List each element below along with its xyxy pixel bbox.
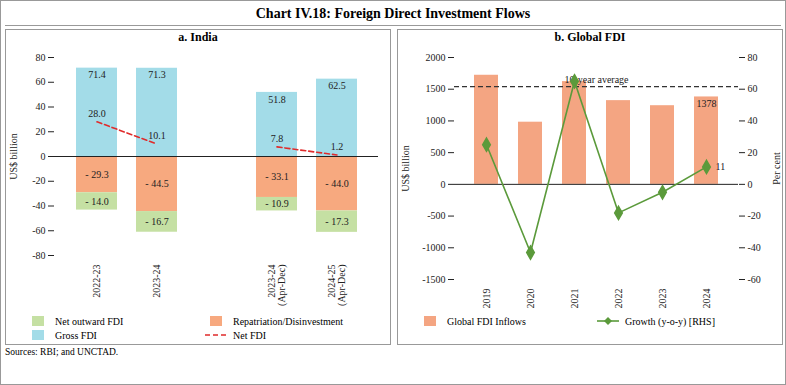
svg-text:10-year average: 10-year average bbox=[564, 73, 629, 85]
svg-text:80: 80 bbox=[36, 52, 46, 63]
svg-text:- 16.7: - 16.7 bbox=[145, 216, 168, 227]
svg-text:2022: 2022 bbox=[613, 289, 624, 309]
html-text:Repatriation/Disinvestment: Repatriation/Disinvestment bbox=[233, 315, 343, 327]
html-text:a. India: a. India bbox=[178, 30, 218, 44]
svg-text:-40: -40 bbox=[748, 242, 761, 253]
svg-text:2023-24(Apr-Dec): 2023-24(Apr-Dec) bbox=[266, 265, 288, 306]
svg-text:60: 60 bbox=[748, 83, 758, 94]
html-text:Net FDI: Net FDI bbox=[233, 329, 267, 341]
svg-text:2023-24: 2023-24 bbox=[151, 265, 162, 298]
svg-text:62.5: 62.5 bbox=[328, 80, 346, 91]
svg-text:80: 80 bbox=[748, 52, 758, 63]
svg-text:1000: 1000 bbox=[426, 115, 446, 126]
svg-text:US$ billion: US$ billion bbox=[8, 133, 19, 179]
svg-text:7.8: 7.8 bbox=[271, 133, 284, 144]
svg-text:-60: -60 bbox=[32, 225, 45, 236]
svg-text:- 44.0: - 44.0 bbox=[325, 178, 348, 189]
svg-text:2024-25(Apr-Dec): 2024-25(Apr-Dec) bbox=[326, 265, 348, 306]
svg-text:US$ billion: US$ billion bbox=[400, 145, 411, 191]
svg-text:71.4: 71.4 bbox=[88, 69, 106, 80]
svg-text:2023: 2023 bbox=[657, 289, 668, 309]
svg-text:51.8: 51.8 bbox=[268, 93, 286, 104]
svg-text:0: 0 bbox=[41, 151, 46, 162]
svg-text:28.0: 28.0 bbox=[88, 108, 106, 119]
svg-text:40: 40 bbox=[748, 115, 758, 126]
svg-text:1378: 1378 bbox=[697, 98, 717, 109]
svg-text:2024: 2024 bbox=[701, 289, 712, 309]
svg-text:71.3: 71.3 bbox=[148, 69, 166, 80]
svg-text:-20: -20 bbox=[32, 175, 45, 186]
svg-text:-20: -20 bbox=[748, 210, 761, 221]
svg-text:- 44.5: - 44.5 bbox=[145, 178, 168, 189]
html-text:Growth (y-o-y) [RHS]: Growth (y-o-y) [RHS] bbox=[625, 315, 715, 327]
svg-text:-500: -500 bbox=[427, 210, 445, 221]
svg-text:60: 60 bbox=[36, 76, 46, 87]
svg-text:40: 40 bbox=[36, 101, 46, 112]
svg-text:20: 20 bbox=[748, 147, 758, 158]
svg-text:-80: -80 bbox=[32, 250, 45, 261]
html-text:Sources: RBI; and UNCTAD.: Sources: RBI; and UNCTAD. bbox=[5, 347, 119, 357]
svg-text:2019: 2019 bbox=[481, 289, 492, 309]
svg-text:- 10.9: - 10.9 bbox=[265, 198, 288, 209]
svg-text:-60: -60 bbox=[748, 274, 761, 285]
svg-text:-1500: -1500 bbox=[422, 274, 445, 285]
svg-text:Per cent: Per cent bbox=[771, 152, 782, 185]
svg-text:-1000: -1000 bbox=[422, 242, 445, 253]
svg-text:2021: 2021 bbox=[569, 289, 580, 309]
svg-text:2000: 2000 bbox=[426, 52, 446, 63]
svg-text:- 17.3: - 17.3 bbox=[325, 216, 348, 227]
svg-text:- 14.0: - 14.0 bbox=[85, 196, 108, 207]
svg-text:2022-23: 2022-23 bbox=[91, 265, 102, 298]
html-text:Net outward FDI: Net outward FDI bbox=[55, 315, 124, 327]
svg-text:1.2: 1.2 bbox=[331, 141, 344, 152]
svg-text:-40: -40 bbox=[32, 200, 45, 211]
svg-text:1500: 1500 bbox=[426, 83, 446, 94]
html-text:Gross FDI: Gross FDI bbox=[55, 329, 97, 341]
html-text:Chart IV.18: Foreign Direct In: Chart IV.18: Foreign Direct Investment F… bbox=[255, 6, 531, 21]
svg-text:500: 500 bbox=[431, 147, 446, 158]
svg-text:- 33.1: - 33.1 bbox=[265, 171, 288, 182]
svg-text:11: 11 bbox=[716, 161, 726, 172]
svg-text:0: 0 bbox=[748, 179, 753, 190]
svg-text:0: 0 bbox=[441, 179, 446, 190]
svg-text:2020: 2020 bbox=[525, 289, 536, 309]
svg-text:20: 20 bbox=[36, 126, 46, 137]
svg-text:- 29.3: - 29.3 bbox=[85, 169, 108, 180]
svg-text:10.1: 10.1 bbox=[148, 130, 166, 141]
html-text:b. Global FDI: b. Global FDI bbox=[554, 30, 626, 44]
html-text:Global FDI Inflows: Global FDI Inflows bbox=[447, 315, 526, 327]
